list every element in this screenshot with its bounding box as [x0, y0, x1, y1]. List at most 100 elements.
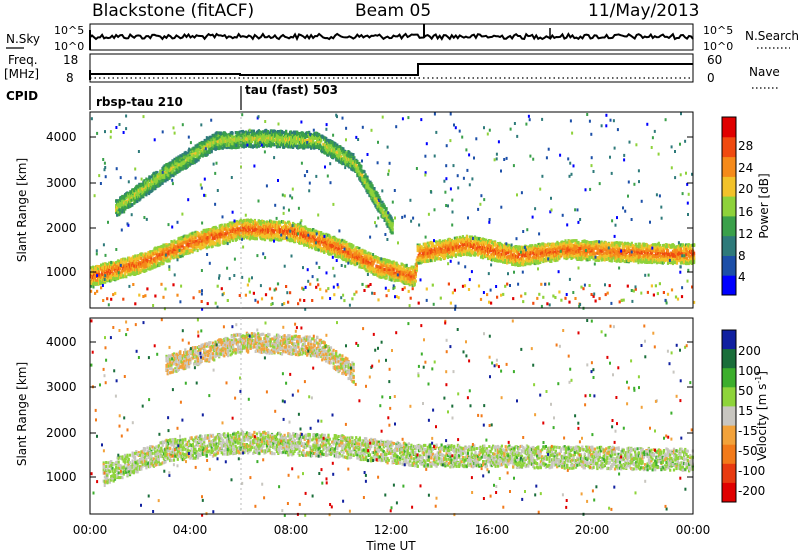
power-cell [452, 253, 455, 257]
power-cell [244, 231, 247, 235]
beam-title: Beam 05 [355, 1, 431, 21]
power-cell [193, 248, 196, 252]
power-cell [474, 252, 478, 256]
power-cell [125, 275, 128, 279]
power-cell [387, 264, 390, 268]
power-cell [160, 248, 163, 251]
power-cell [102, 262, 105, 266]
power-cell [119, 267, 122, 271]
power-cell [233, 233, 236, 237]
power-cell [227, 231, 230, 235]
power-cell [411, 277, 414, 281]
power-cell [242, 236, 245, 240]
power-cell [287, 225, 290, 229]
power-cell [311, 246, 314, 250]
power-cell [313, 240, 316, 244]
power-cell [152, 252, 155, 256]
power-cell [248, 237, 251, 241]
power-cell [224, 232, 227, 236]
power-cell [544, 243, 547, 247]
power-cell [272, 220, 276, 224]
power-cell [126, 263, 129, 267]
noise-tick-bottom-left: 10^0 [54, 40, 84, 53]
power-cell [226, 226, 229, 230]
power-cell [265, 225, 269, 229]
power-cell [118, 273, 121, 277]
power-cell [167, 252, 170, 256]
power-cell [284, 234, 287, 238]
power-cell [128, 269, 131, 272]
power-cell [239, 228, 242, 232]
power-cell [278, 223, 282, 227]
power-cell [165, 243, 168, 247]
nave-tick-bottom: 0 [707, 71, 715, 85]
power-cell [314, 235, 317, 239]
power-cell [95, 279, 98, 283]
power-cell [389, 264, 392, 268]
power-cell [228, 228, 231, 232]
power-cell [267, 223, 271, 227]
power-cell [140, 255, 143, 258]
power-cell [218, 243, 221, 247]
power-cell [298, 223, 301, 227]
power-cell [258, 232, 261, 235]
power-cell [315, 230, 318, 233]
power-cell [560, 252, 563, 256]
power-cell [166, 256, 169, 260]
power-cell [208, 236, 211, 240]
power-cell [218, 238, 221, 242]
power-cell [394, 278, 397, 282]
power-cell [117, 265, 120, 268]
power-cell [400, 267, 403, 271]
power-cell [308, 242, 311, 246]
power-cell [91, 271, 94, 275]
power-cell [222, 232, 225, 236]
power-cell [294, 238, 297, 242]
power-cell [300, 239, 303, 243]
power-cell [90, 284, 93, 288]
power-cell [536, 247, 539, 251]
power-cell [288, 220, 291, 224]
power-cell [312, 238, 315, 242]
power-cell [312, 244, 315, 248]
power-cell [222, 238, 225, 242]
power-cell [554, 259, 557, 263]
power-cell [439, 257, 442, 261]
power-cell [213, 228, 216, 232]
power-cell [235, 220, 238, 224]
power-cell [110, 278, 113, 282]
power-cell [98, 265, 101, 268]
power-cell [207, 245, 210, 249]
power-cell [241, 225, 244, 229]
power-cell [492, 245, 495, 249]
power-cell [231, 226, 234, 229]
freq-unit-label: [MHz] [4, 67, 39, 81]
power-cell [343, 240, 346, 244]
power-cell [214, 242, 217, 246]
power-cell [139, 256, 142, 260]
power-cell [244, 222, 247, 226]
power-cell [292, 229, 295, 232]
power-cell [235, 224, 238, 228]
power-cell [293, 235, 296, 239]
power-cell [166, 247, 169, 251]
power-cell [268, 229, 272, 233]
power-cell [283, 225, 286, 229]
power-cell [108, 277, 111, 281]
power-cell [112, 267, 115, 271]
power-cell [139, 254, 142, 258]
power-cell [365, 269, 368, 273]
power-cell [571, 239, 574, 243]
power-cell [346, 242, 349, 246]
power-cell [134, 262, 137, 265]
nave-label: Nave [749, 65, 780, 79]
power-cell [385, 274, 388, 278]
power-cell [446, 256, 449, 259]
power-cell [218, 241, 221, 245]
power-cell [298, 228, 301, 232]
power-cell [155, 256, 158, 260]
power-cell [100, 263, 103, 267]
frequency-trace [90, 63, 693, 76]
power-cell [105, 277, 108, 281]
cpid-row: CPID rbsp-tau 210 tau (fast) 503 [6, 83, 338, 110]
